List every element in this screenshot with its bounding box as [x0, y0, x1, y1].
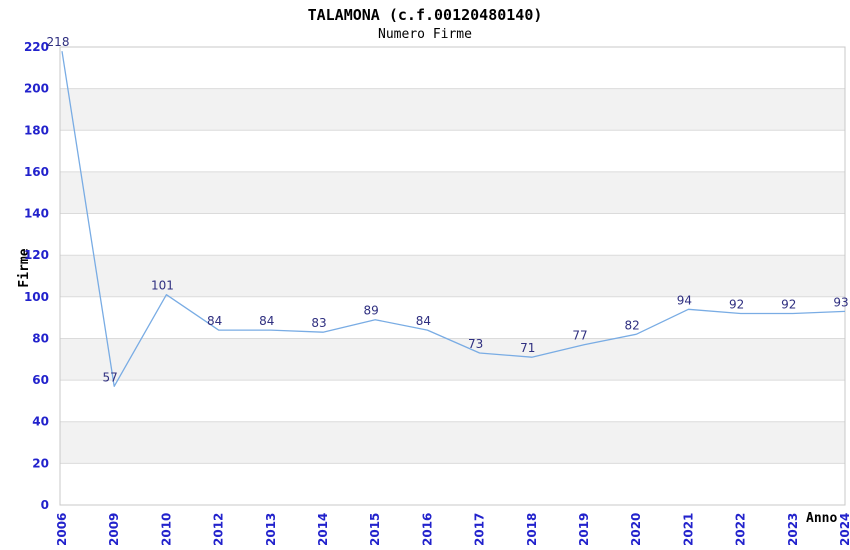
y-tick-label: 200: [24, 82, 49, 96]
grid-band: [60, 255, 845, 297]
y-tick-label: 220: [24, 40, 49, 54]
grid-band: [60, 47, 845, 89]
grid-band: [60, 421, 845, 464]
x-tick-label: 2019: [577, 513, 591, 546]
x-tick-label: 2018: [525, 513, 539, 546]
data-point-label: 82: [625, 318, 640, 332]
y-tick-label: 20: [32, 456, 49, 470]
data-point-label: 84: [207, 314, 222, 328]
y-tick-label: 60: [32, 373, 49, 387]
chart-title: TALAMONA (c.f.00120480140): [307, 6, 543, 24]
series-line: [61, 51, 846, 387]
data-point-label: 71: [520, 341, 535, 355]
x-tick-label: 2009: [107, 513, 121, 546]
y-tick-label: 180: [24, 123, 49, 137]
data-point-label: 92: [781, 298, 796, 312]
data-point-label: 93: [833, 295, 848, 309]
data-point-label: 92: [729, 298, 744, 312]
data-point-label: 77: [572, 329, 587, 343]
data-point-label: 84: [416, 314, 431, 328]
x-tick-label: 2014: [316, 513, 330, 546]
x-tick-label: 2023: [786, 513, 800, 546]
data-point-label: 84: [259, 314, 274, 328]
y-tick-label: 0: [41, 498, 49, 512]
grid-band: [60, 213, 845, 256]
x-tick-label: 2006: [55, 513, 69, 546]
grid-band: [60, 171, 845, 214]
grid-band: [60, 463, 845, 505]
grid-band: [60, 380, 845, 422]
x-tick-label: 2024: [838, 513, 850, 546]
y-tick-label: 160: [24, 165, 49, 179]
x-tick-label: 2021: [681, 513, 695, 546]
grid-band: [60, 338, 845, 381]
y-tick-label: 40: [32, 415, 49, 429]
x-tick-label: 2010: [159, 513, 173, 546]
x-tick-label: 2013: [264, 513, 278, 546]
plot-border: [59, 46, 846, 506]
x-tick-label: 2017: [473, 513, 487, 546]
data-point-label: 94: [677, 293, 692, 307]
x-tick-label: 2016: [420, 513, 434, 546]
grid-band: [60, 88, 845, 131]
y-tick-label: 80: [32, 332, 49, 346]
data-point-label: 83: [311, 316, 326, 330]
data-point-label: 89: [364, 304, 379, 318]
y-tick-label: 140: [24, 207, 49, 221]
grid-band: [60, 130, 845, 172]
data-point-label: 218: [47, 35, 70, 49]
x-tick-label: 2012: [212, 513, 226, 546]
grid-band: [60, 296, 845, 339]
x-tick-label: 2015: [368, 513, 382, 546]
x-tick-label: 2020: [629, 513, 643, 546]
y-tick-label: 100: [24, 290, 49, 304]
data-point-label: 101: [151, 279, 174, 293]
data-point-label: 57: [103, 370, 118, 384]
x-tick-label: 2022: [734, 513, 748, 546]
chart-subtitle: Numero Firme: [378, 27, 472, 42]
x-axis-title: Anno: [806, 511, 838, 526]
data-point-label: 73: [468, 337, 483, 351]
y-tick-label: 120: [24, 248, 49, 262]
